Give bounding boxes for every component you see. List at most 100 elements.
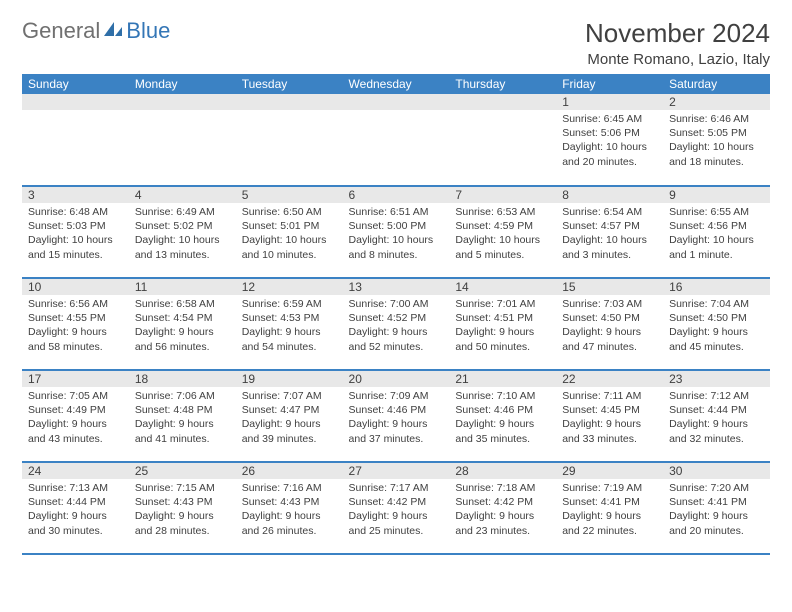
sunset-line: Sunset: 4:46 PM: [455, 403, 550, 417]
calendar-cell: 30Sunrise: 7:20 AMSunset: 4:41 PMDayligh…: [663, 462, 770, 554]
sunrise-line: Sunrise: 7:17 AM: [349, 481, 444, 495]
daylight-line: Daylight: 9 hours and 26 minutes.: [242, 509, 337, 537]
calendar-cell: 5Sunrise: 6:50 AMSunset: 5:01 PMDaylight…: [236, 186, 343, 278]
sunset-line: Sunset: 4:42 PM: [349, 495, 444, 509]
daylight-line: Daylight: 9 hours and 52 minutes.: [349, 325, 444, 353]
day-body: Sunrise: 7:04 AMSunset: 4:50 PMDaylight:…: [663, 295, 770, 358]
day-number: 17: [22, 371, 129, 387]
day-body: Sunrise: 6:53 AMSunset: 4:59 PMDaylight:…: [449, 203, 556, 266]
weekday-header: Wednesday: [343, 74, 450, 94]
day-number: 7: [449, 187, 556, 203]
day-body: Sunrise: 7:13 AMSunset: 4:44 PMDaylight:…: [22, 479, 129, 542]
sunrise-line: Sunrise: 7:11 AM: [562, 389, 657, 403]
daylight-line: Daylight: 10 hours and 5 minutes.: [455, 233, 550, 261]
day-number: 21: [449, 371, 556, 387]
sunset-line: Sunset: 4:48 PM: [135, 403, 230, 417]
day-body: Sunrise: 7:10 AMSunset: 4:46 PMDaylight:…: [449, 387, 556, 450]
day-body: Sunrise: 7:06 AMSunset: 4:48 PMDaylight:…: [129, 387, 236, 450]
day-body: Sunrise: 7:07 AMSunset: 4:47 PMDaylight:…: [236, 387, 343, 450]
sunset-line: Sunset: 5:05 PM: [669, 126, 764, 140]
day-number: 1: [556, 94, 663, 110]
sunrise-line: Sunrise: 7:13 AM: [28, 481, 123, 495]
calendar-cell: 29Sunrise: 7:19 AMSunset: 4:41 PMDayligh…: [556, 462, 663, 554]
sunrise-line: Sunrise: 7:12 AM: [669, 389, 764, 403]
sunrise-line: Sunrise: 7:15 AM: [135, 481, 230, 495]
daylight-line: Daylight: 10 hours and 3 minutes.: [562, 233, 657, 261]
day-number: 14: [449, 279, 556, 295]
day-number: 15: [556, 279, 663, 295]
calendar-cell: [22, 94, 129, 186]
sunrise-line: Sunrise: 6:53 AM: [455, 205, 550, 219]
sunrise-line: Sunrise: 7:06 AM: [135, 389, 230, 403]
daylight-line: Daylight: 9 hours and 23 minutes.: [455, 509, 550, 537]
day-body: Sunrise: 7:05 AMSunset: 4:49 PMDaylight:…: [22, 387, 129, 450]
day-number: 11: [129, 279, 236, 295]
day-number: 4: [129, 187, 236, 203]
day-number: 13: [343, 279, 450, 295]
weekday-header: Thursday: [449, 74, 556, 94]
daylight-line: Daylight: 10 hours and 13 minutes.: [135, 233, 230, 261]
day-body: Sunrise: 7:00 AMSunset: 4:52 PMDaylight:…: [343, 295, 450, 358]
sunrise-line: Sunrise: 7:03 AM: [562, 297, 657, 311]
sunset-line: Sunset: 4:50 PM: [562, 311, 657, 325]
calendar-cell: 22Sunrise: 7:11 AMSunset: 4:45 PMDayligh…: [556, 370, 663, 462]
sunrise-line: Sunrise: 7:09 AM: [349, 389, 444, 403]
daylight-line: Daylight: 9 hours and 22 minutes.: [562, 509, 657, 537]
day-body: Sunrise: 6:50 AMSunset: 5:01 PMDaylight:…: [236, 203, 343, 266]
sunrise-line: Sunrise: 7:18 AM: [455, 481, 550, 495]
weekday-header: Friday: [556, 74, 663, 94]
day-body: Sunrise: 6:51 AMSunset: 5:00 PMDaylight:…: [343, 203, 450, 266]
daylight-line: Daylight: 10 hours and 8 minutes.: [349, 233, 444, 261]
calendar-table: SundayMondayTuesdayWednesdayThursdayFrid…: [22, 74, 770, 555]
day-number: [22, 94, 129, 110]
sunset-line: Sunset: 4:57 PM: [562, 219, 657, 233]
daylight-line: Daylight: 10 hours and 20 minutes.: [562, 140, 657, 168]
daylight-line: Daylight: 9 hours and 33 minutes.: [562, 417, 657, 445]
sunrise-line: Sunrise: 6:50 AM: [242, 205, 337, 219]
daylight-line: Daylight: 9 hours and 56 minutes.: [135, 325, 230, 353]
calendar-row: 3Sunrise: 6:48 AMSunset: 5:03 PMDaylight…: [22, 186, 770, 278]
calendar-cell: 9Sunrise: 6:55 AMSunset: 4:56 PMDaylight…: [663, 186, 770, 278]
day-body: Sunrise: 6:49 AMSunset: 5:02 PMDaylight:…: [129, 203, 236, 266]
sunrise-line: Sunrise: 6:51 AM: [349, 205, 444, 219]
calendar-cell: 28Sunrise: 7:18 AMSunset: 4:42 PMDayligh…: [449, 462, 556, 554]
daylight-line: Daylight: 9 hours and 54 minutes.: [242, 325, 337, 353]
daylight-line: Daylight: 9 hours and 41 minutes.: [135, 417, 230, 445]
daylight-line: Daylight: 9 hours and 25 minutes.: [349, 509, 444, 537]
day-body: Sunrise: 6:54 AMSunset: 4:57 PMDaylight:…: [556, 203, 663, 266]
sunrise-line: Sunrise: 6:46 AM: [669, 112, 764, 126]
calendar-cell: 6Sunrise: 6:51 AMSunset: 5:00 PMDaylight…: [343, 186, 450, 278]
day-body: Sunrise: 6:58 AMSunset: 4:54 PMDaylight:…: [129, 295, 236, 358]
calendar-cell: 27Sunrise: 7:17 AMSunset: 4:42 PMDayligh…: [343, 462, 450, 554]
day-number: 9: [663, 187, 770, 203]
day-number: 27: [343, 463, 450, 479]
daylight-line: Daylight: 10 hours and 10 minutes.: [242, 233, 337, 261]
sunrise-line: Sunrise: 7:16 AM: [242, 481, 337, 495]
calendar-cell: 8Sunrise: 6:54 AMSunset: 4:57 PMDaylight…: [556, 186, 663, 278]
sunset-line: Sunset: 4:47 PM: [242, 403, 337, 417]
daylight-line: Daylight: 9 hours and 28 minutes.: [135, 509, 230, 537]
day-number: 22: [556, 371, 663, 387]
day-number: 8: [556, 187, 663, 203]
sunset-line: Sunset: 5:06 PM: [562, 126, 657, 140]
sunrise-line: Sunrise: 6:56 AM: [28, 297, 123, 311]
logo: General Blue: [22, 18, 170, 44]
sunset-line: Sunset: 4:43 PM: [242, 495, 337, 509]
day-body: Sunrise: 7:01 AMSunset: 4:51 PMDaylight:…: [449, 295, 556, 358]
day-body: Sunrise: 7:17 AMSunset: 4:42 PMDaylight:…: [343, 479, 450, 542]
day-body: Sunrise: 7:19 AMSunset: 4:41 PMDaylight:…: [556, 479, 663, 542]
day-number: 24: [22, 463, 129, 479]
day-body: Sunrise: 7:09 AMSunset: 4:46 PMDaylight:…: [343, 387, 450, 450]
day-number: 18: [129, 371, 236, 387]
sunrise-line: Sunrise: 7:10 AM: [455, 389, 550, 403]
calendar-cell: 18Sunrise: 7:06 AMSunset: 4:48 PMDayligh…: [129, 370, 236, 462]
day-number: [236, 94, 343, 110]
calendar-cell: 24Sunrise: 7:13 AMSunset: 4:44 PMDayligh…: [22, 462, 129, 554]
logo-text-a: General: [22, 18, 100, 44]
logo-text-b: Blue: [126, 18, 170, 44]
sunrise-line: Sunrise: 7:20 AM: [669, 481, 764, 495]
sunrise-line: Sunrise: 6:49 AM: [135, 205, 230, 219]
day-body: Sunrise: 6:59 AMSunset: 4:53 PMDaylight:…: [236, 295, 343, 358]
day-number: 25: [129, 463, 236, 479]
calendar-cell: 7Sunrise: 6:53 AMSunset: 4:59 PMDaylight…: [449, 186, 556, 278]
